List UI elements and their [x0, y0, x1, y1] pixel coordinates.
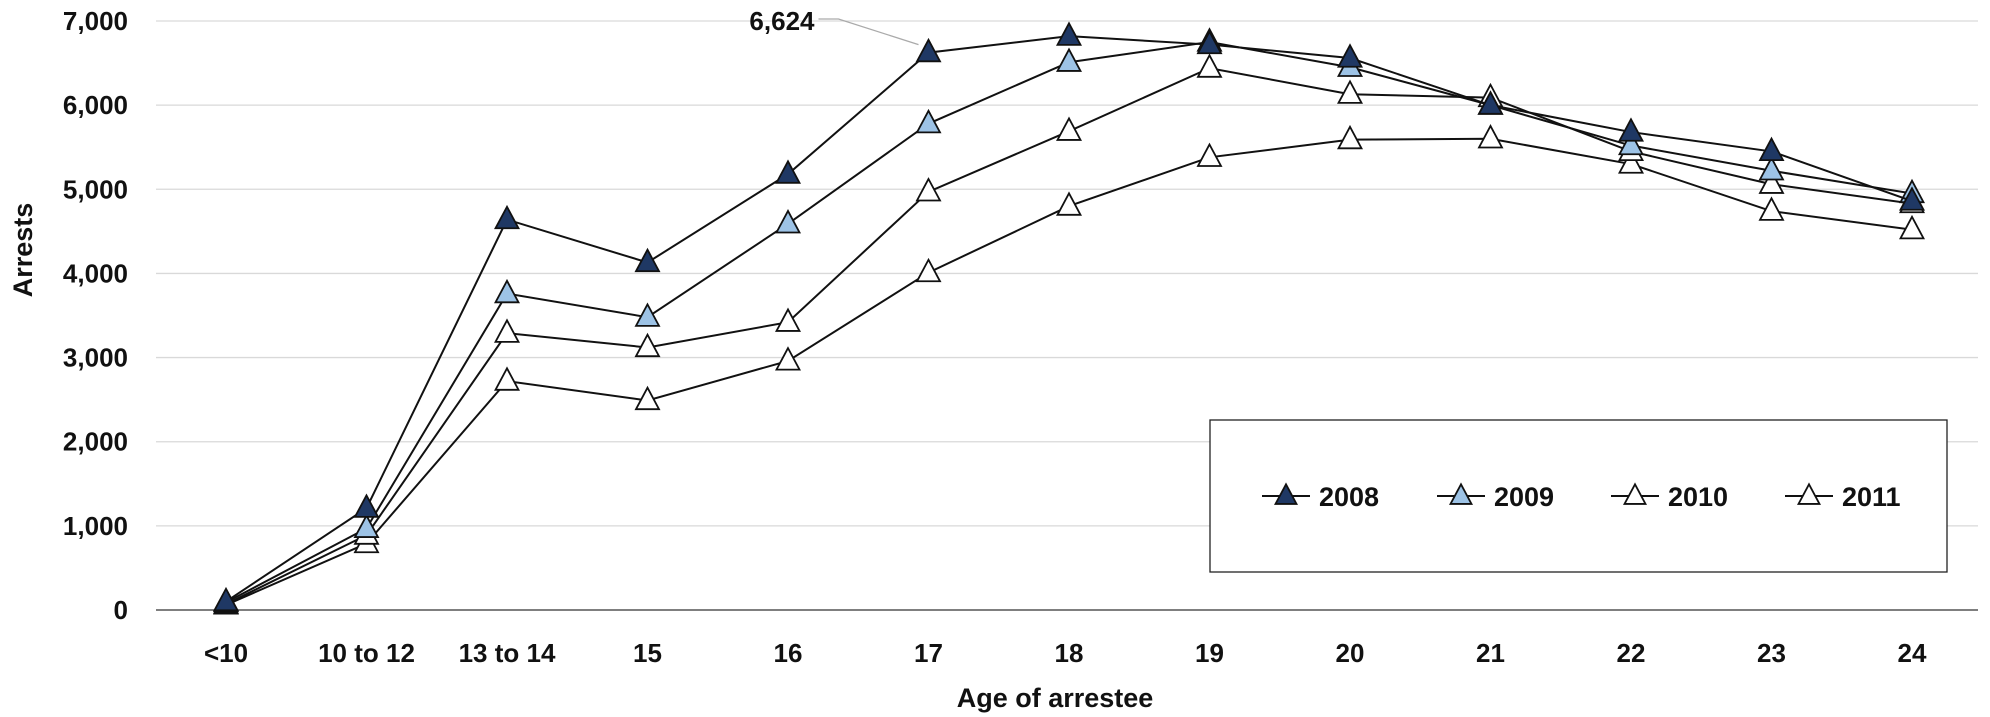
data-point-2009: [493, 278, 521, 304]
x-tick-label: 18: [1055, 638, 1084, 668]
axes: 0 1,000 2,000 3,000 4,000 5,000 6,000 7,000 <10 1…: [63, 6, 1978, 668]
data-point-2010: [1196, 53, 1223, 78]
data-point-2009: [1617, 130, 1645, 156]
data-point-2008: [1758, 136, 1785, 162]
legend-item-2008: 2008: [1262, 482, 1379, 512]
data-point-2010: [1758, 169, 1785, 194]
legend-label-2010: 2010: [1668, 482, 1728, 512]
annotation-label: 6,624: [749, 6, 815, 36]
x-tick-label: 22: [1617, 638, 1646, 668]
data-point-2011: [1758, 196, 1785, 221]
data-point-2009: [1758, 156, 1785, 181]
annotation-leader-line: [818, 18, 919, 46]
y-tick-label: 2,000: [63, 427, 128, 457]
data-point-2008: [493, 204, 521, 230]
data-point-2011: [634, 385, 661, 411]
x-tick-label: 13 to 14: [459, 638, 556, 668]
data-point-2011: [774, 346, 802, 371]
y-tick-label: 6,000: [63, 90, 128, 120]
legend-item-2009: 2009: [1437, 482, 1554, 512]
data-point-2011: [1336, 124, 1364, 150]
legend: 2008 2009 2010 2011: [1209, 419, 1948, 573]
data-point-2011: [1055, 191, 1083, 216]
data-point-2010: [634, 332, 661, 358]
series-2008: [212, 21, 1926, 612]
y-tick-label: 0: [114, 595, 128, 625]
data-point-2008: [353, 493, 380, 518]
y-axis-title: Arrests: [8, 203, 38, 298]
data-point-2010: [915, 177, 942, 202]
y-tick-label: 4,000: [63, 258, 128, 288]
data-point-2009: [353, 513, 380, 538]
x-tick-label: 16: [774, 638, 803, 668]
legend-item-2010: 2010: [1611, 482, 1728, 512]
legend-marker-2011: [1796, 482, 1822, 505]
data-point-2008: [774, 159, 802, 184]
data-point-2008: [1898, 186, 1926, 211]
data-point-2008: [1055, 21, 1083, 46]
y-tick-label: 3,000: [63, 343, 128, 373]
data-point-2008: [1336, 43, 1364, 68]
data-point-2008: [1196, 29, 1223, 55]
data-point-2010: [1336, 79, 1364, 104]
x-tick-label: 19: [1195, 638, 1224, 668]
data-point-2009: [1055, 47, 1083, 72]
data-point-2010: [493, 318, 521, 343]
x-tick-label: 20: [1336, 638, 1365, 668]
data-point-2008: [212, 586, 240, 612]
legend-label-2009: 2009: [1494, 482, 1554, 512]
legend-label-2011: 2011: [1842, 482, 1901, 512]
data-point-2011: [1477, 124, 1504, 149]
annotations: 6,624: [749, 6, 919, 46]
legend-marker-2010: [1622, 482, 1648, 505]
series-lines: [212, 21, 1926, 615]
data-point-2008: [634, 247, 661, 273]
y-tick-label: 7,000: [63, 6, 128, 36]
legend-item-2011: 2011: [1785, 482, 1901, 512]
gridlines: [156, 20, 1978, 527]
data-point-2008: [915, 37, 942, 63]
data-point-2011: [493, 366, 521, 391]
x-tick-label: 17: [914, 638, 943, 668]
data-point-2008: [1477, 90, 1504, 115]
x-tick-label: 23: [1757, 638, 1786, 668]
data-point-2009: [774, 209, 802, 234]
x-tick-label: 10 to 12: [318, 638, 415, 668]
data-point-2010: [1055, 116, 1083, 141]
x-tick-label: <10: [204, 638, 248, 668]
data-point-2011: [1196, 142, 1223, 167]
x-axis-title: Age of arrestee: [957, 683, 1154, 713]
legend-marker-2008: [1273, 482, 1299, 505]
data-point-2011: [1898, 214, 1926, 240]
legend-marker-2009: [1448, 482, 1474, 505]
y-tick-label: 1,000: [63, 511, 128, 541]
data-point-2011: [915, 257, 942, 283]
data-point-2008: [1617, 117, 1645, 142]
x-tick-label: 21: [1476, 638, 1505, 668]
data-point-2011: [1617, 149, 1645, 174]
legend-label-2008: 2008: [1319, 482, 1379, 512]
y-tick-label: 5,000: [63, 174, 128, 204]
data-point-2010: [774, 307, 802, 332]
x-tick-label: 24: [1898, 638, 1927, 668]
data-point-2009: [634, 302, 661, 327]
x-tick-label: 15: [633, 638, 662, 668]
data-point-2009: [915, 108, 942, 134]
